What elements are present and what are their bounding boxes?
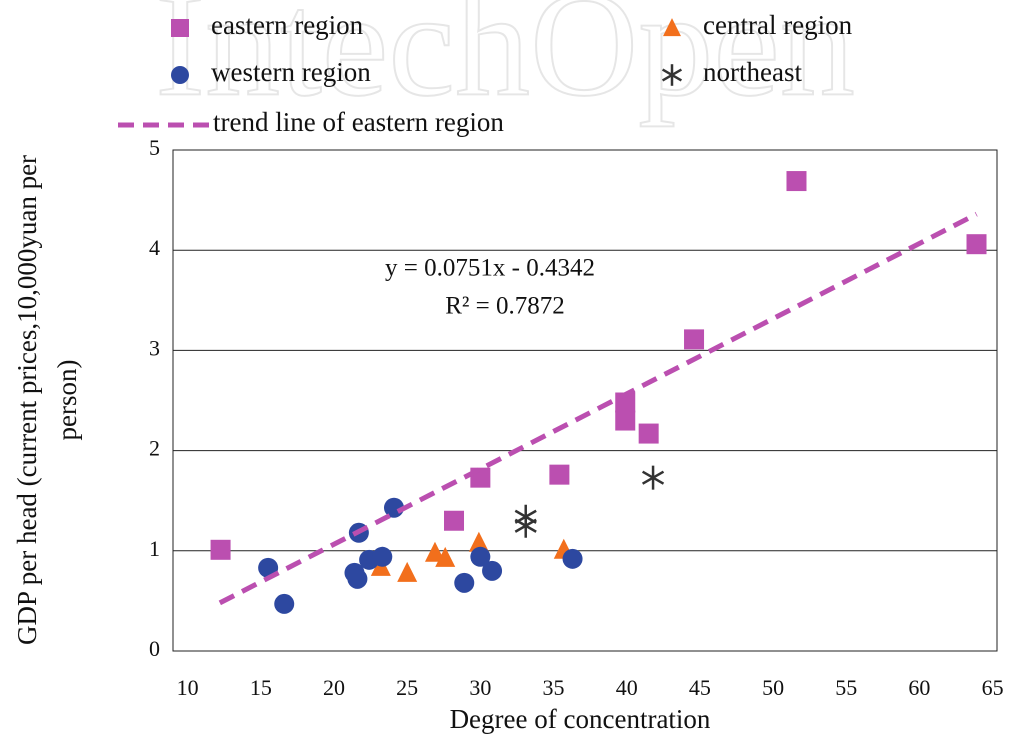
legend-label: trend line of eastern region bbox=[213, 107, 504, 137]
x-tick-label: 55 bbox=[835, 675, 857, 700]
square-marker bbox=[786, 171, 807, 192]
circle-marker bbox=[562, 548, 583, 569]
circle-marker bbox=[347, 568, 368, 589]
x-tick-label: 20 bbox=[323, 675, 345, 700]
square-marker bbox=[638, 423, 659, 444]
legend-label: central region bbox=[703, 10, 853, 40]
triangle-marker bbox=[468, 531, 489, 552]
trend-line bbox=[218, 211, 978, 606]
x-tick-label: 50 bbox=[762, 675, 784, 700]
y-tick-label: 4 bbox=[149, 235, 160, 260]
y-tick-label: 5 bbox=[149, 135, 160, 160]
y-tick-label: 3 bbox=[149, 335, 160, 360]
x-tick-label: 65 bbox=[982, 675, 1004, 700]
triangle-marker bbox=[397, 561, 418, 582]
circle-marker bbox=[274, 593, 295, 614]
legend-label: western region bbox=[211, 57, 371, 87]
square-marker bbox=[684, 329, 705, 350]
r-squared: R² = 0.7872 bbox=[445, 293, 565, 320]
y-tick-label: 2 bbox=[149, 436, 160, 461]
legend-label: northeast bbox=[703, 57, 802, 87]
legend-marker bbox=[661, 64, 683, 86]
asterisk-marker bbox=[641, 465, 665, 490]
x-tick-label: 60 bbox=[908, 675, 930, 700]
legend-marker bbox=[663, 18, 681, 37]
asterisk-marker bbox=[514, 513, 537, 538]
y-tick-label: 0 bbox=[149, 636, 160, 661]
circle-marker bbox=[470, 546, 491, 567]
circle-marker bbox=[372, 546, 393, 567]
circle-marker bbox=[454, 572, 475, 593]
legend-marker bbox=[171, 66, 189, 84]
triangle-marker bbox=[435, 546, 456, 567]
x-tick-label: 45 bbox=[689, 675, 711, 700]
plot-area bbox=[172, 149, 998, 652]
square-marker bbox=[615, 410, 636, 431]
triangle-marker bbox=[424, 541, 445, 562]
square-marker bbox=[444, 510, 465, 531]
x-tick-label: 25 bbox=[396, 675, 418, 700]
x-tick-label: 30 bbox=[469, 675, 491, 700]
asterisk-stroke bbox=[641, 470, 665, 485]
legend-marker bbox=[171, 19, 189, 37]
y-axis-title: person) bbox=[52, 360, 82, 441]
watermark: IntechOpen bbox=[155, 0, 855, 127]
x-tick-label: 15 bbox=[250, 675, 272, 700]
x-tick-label: 10 bbox=[177, 675, 199, 700]
x-tick-label: 40 bbox=[616, 675, 638, 700]
square-marker bbox=[549, 464, 570, 485]
equation: y = 0.0751x - 0.4342 bbox=[385, 255, 595, 282]
circle-marker bbox=[482, 560, 503, 581]
asterisk-stroke bbox=[514, 518, 537, 533]
asterisk-stroke bbox=[661, 68, 683, 82]
y-axis-title: GDP per head (current prices,10,000yuan … bbox=[12, 155, 42, 645]
x-axis-title: Degree of concentration bbox=[450, 704, 711, 734]
legend-label: eastern region bbox=[211, 10, 364, 40]
y-tick-label: 1 bbox=[149, 536, 160, 561]
x-tick-label: 35 bbox=[543, 675, 565, 700]
square-marker bbox=[210, 539, 231, 560]
square-marker bbox=[966, 234, 987, 255]
